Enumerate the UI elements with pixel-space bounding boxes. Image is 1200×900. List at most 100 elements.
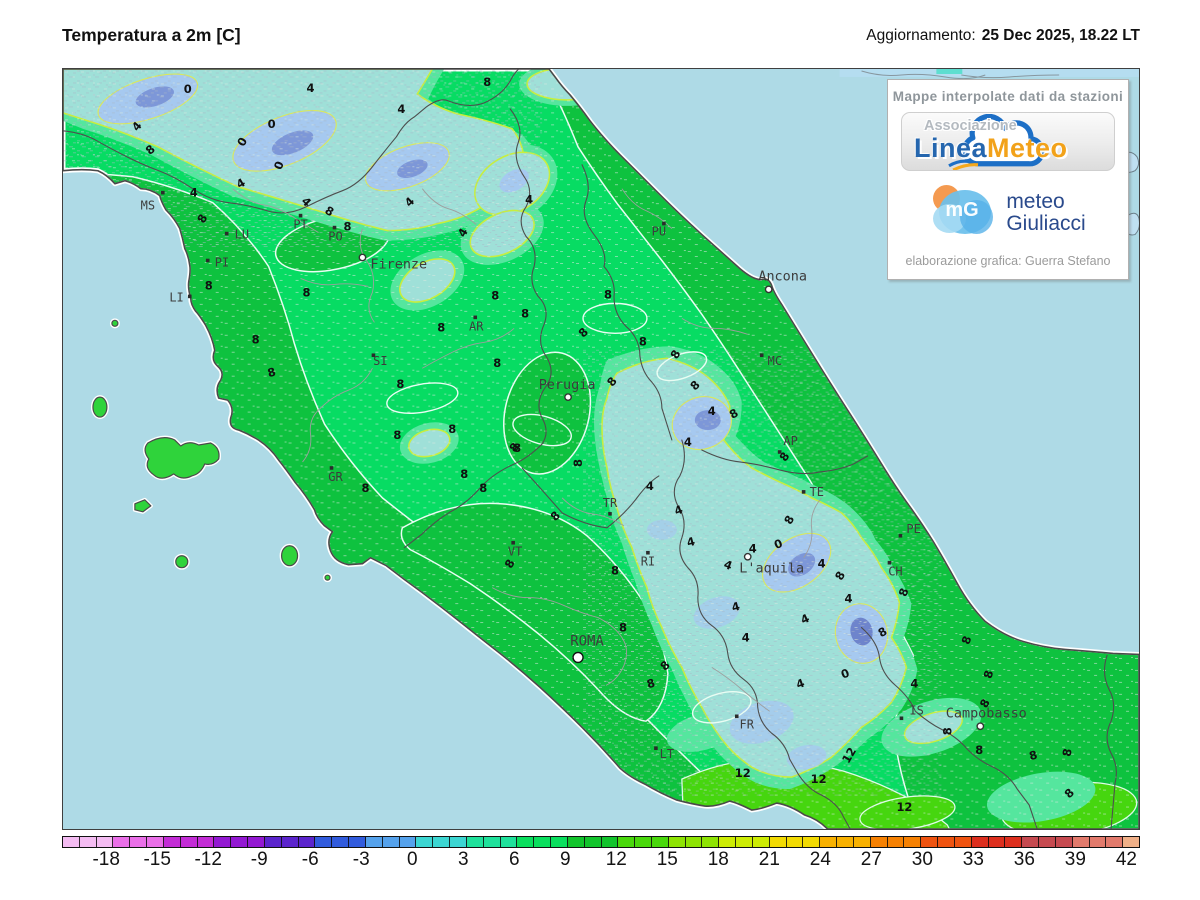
city-label: SI <box>373 354 387 368</box>
contour-label: 8 <box>437 320 445 334</box>
contour-label: 8 <box>521 306 529 320</box>
colorbar-tick: 27 <box>860 849 882 870</box>
city-markers-labels: MS LU PT PO Firenze PI LI AR SI GR PU Ancona MC Perug… <box>141 190 1027 761</box>
colorbar-tick: -6 <box>301 849 319 870</box>
city-marker <box>743 552 752 561</box>
city-label: VT <box>508 545 522 559</box>
contour-label: 8 <box>396 377 404 391</box>
city-marker <box>759 353 764 358</box>
city-marker <box>608 512 612 516</box>
contour-label: 4 <box>307 81 315 95</box>
city-marker <box>764 285 773 294</box>
province-borders <box>232 188 822 712</box>
contour-label: 4 <box>190 186 198 200</box>
colorbar-tick: 33 <box>962 849 984 870</box>
associazione-label: Associazione <box>924 118 1017 134</box>
city-marker <box>298 213 303 218</box>
mg-wordmark: meteo Giuliacci <box>1006 191 1085 235</box>
city-label: L'aquila <box>739 562 804 577</box>
city-label: FR <box>740 717 755 731</box>
mg-word1: meteo <box>1006 190 1065 213</box>
city-label: LU <box>235 228 249 242</box>
city-marker <box>898 533 903 538</box>
colorbar-tick: 3 <box>457 849 469 870</box>
mg-word2: Giuliacci <box>1006 212 1086 235</box>
contour-label: 8 <box>611 564 619 578</box>
mg-initials: mG <box>945 199 979 221</box>
contour-label: 8 <box>981 669 997 680</box>
city-label: Firenze <box>370 257 427 272</box>
contour-label: 4 <box>525 193 533 207</box>
colorbar-tick: 39 <box>1064 849 1086 870</box>
contour-label: 12 <box>735 766 751 780</box>
colorbar-tick: 18 <box>707 849 729 870</box>
contour-label: 8 <box>645 676 656 692</box>
contour-label: 8 <box>393 428 401 442</box>
contour-label: 4 <box>845 592 853 606</box>
city-marker <box>976 722 985 731</box>
contour-label: 4 <box>730 599 741 615</box>
colorbar-tick: 15 <box>656 849 678 870</box>
contour-label: 4 <box>708 404 716 418</box>
update-label: Aggiornamento: <box>866 27 976 44</box>
city-marker <box>358 253 367 262</box>
contour-label: 8 <box>303 285 311 299</box>
colorbar-tick: -15 <box>143 849 171 870</box>
contour-rings <box>386 302 752 724</box>
region-borders <box>63 69 1117 829</box>
contour-label: 8 <box>975 743 983 757</box>
contour-label: 8 <box>571 459 585 467</box>
city-marker <box>654 746 658 751</box>
city-label: TR <box>603 496 618 510</box>
city-label: IS <box>909 703 923 717</box>
city-marker <box>371 353 376 358</box>
contour-label: 8 <box>343 220 351 234</box>
contour-label: 8 <box>252 332 260 346</box>
contour-label: 8 <box>448 422 456 436</box>
contour-label: 0 <box>184 82 192 96</box>
city-label: TE <box>810 485 824 499</box>
city-marker <box>511 540 515 545</box>
update-timestamp: Aggiornamento: 25 Dec 2025, 18.22 LT <box>866 27 1140 45</box>
colorbar-tick: 0 <box>406 849 418 870</box>
city-marker <box>777 450 782 454</box>
colorbar-tick: 6 <box>508 849 520 870</box>
contour-label: 8 <box>493 356 501 370</box>
city-marker <box>224 231 229 236</box>
city-label: MS <box>141 199 155 213</box>
city-label: LT <box>660 747 674 761</box>
city-marker <box>572 651 584 664</box>
contour-label: 12 <box>811 772 827 786</box>
city-marker <box>187 294 192 299</box>
city-marker <box>564 393 572 402</box>
colorbar-tick: -12 <box>194 849 222 870</box>
page-title: Temperatura a 2m [C] <box>62 25 241 45</box>
city-label: PI <box>215 255 229 269</box>
city-marker <box>801 490 806 494</box>
city-marker <box>473 315 478 320</box>
lineameteo-logo[interactable]: Associazione LineaMeteo <box>901 112 1115 171</box>
meteogiuliacci-logo[interactable]: mG meteo Giuliacci <box>888 182 1128 244</box>
city-marker <box>734 714 739 719</box>
contour-label: 8 <box>1060 747 1075 757</box>
city-label: MC <box>768 354 782 368</box>
cloud-icon <box>948 114 1045 170</box>
city-label: CH <box>888 565 902 579</box>
temperature-colorbar <box>62 836 1140 848</box>
colorbar-tick: -9 <box>250 849 268 870</box>
city-label: GR <box>328 470 343 484</box>
contour-label: 4 <box>685 534 696 550</box>
contour-label: 8 <box>940 727 954 735</box>
credit-line: elaborazione grafica: Guerra Stefano <box>905 254 1111 268</box>
colorbar-tick: 42 <box>1115 849 1137 870</box>
city-label: Perugia <box>539 378 596 393</box>
update-value: 25 Dec 2025, 18.22 LT <box>981 27 1140 44</box>
colorbar-tick: -3 <box>352 849 370 870</box>
lineameteo-wordmark: LineaMeteo <box>914 133 1068 164</box>
contour-label: 8 <box>361 481 369 495</box>
contour-label: 8 <box>266 365 277 381</box>
coastline <box>63 69 1139 829</box>
contour-label: 8 <box>604 287 612 301</box>
